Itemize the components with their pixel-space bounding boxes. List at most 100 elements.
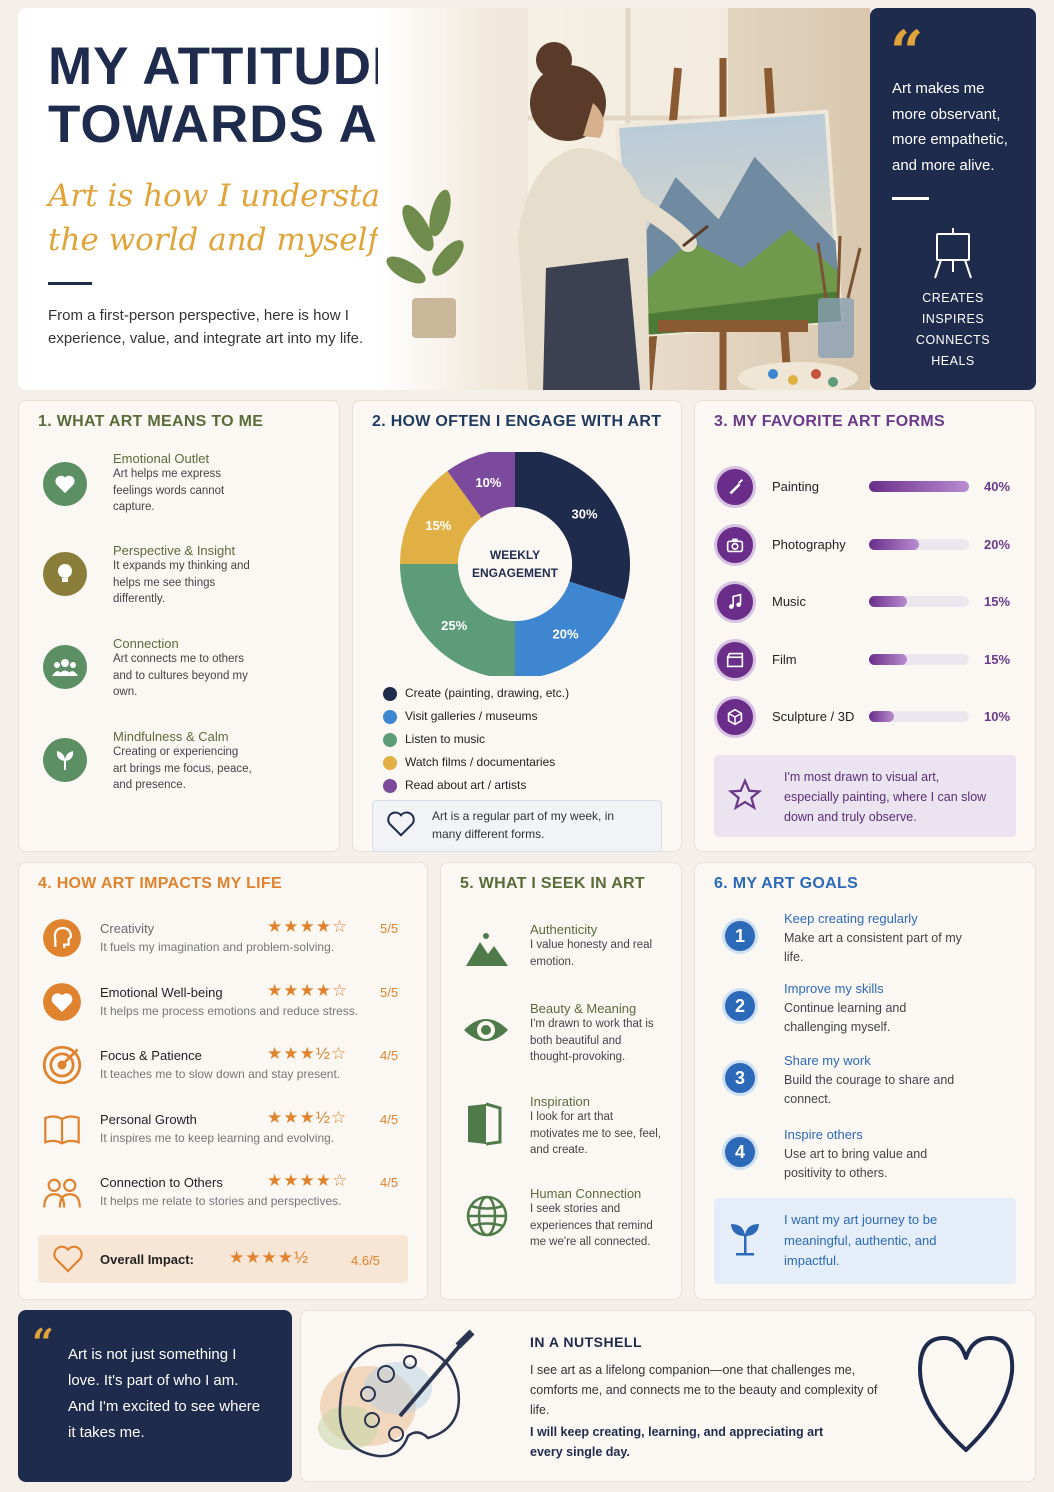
s1-item-1: Emotional Outlet Art helps me express fe… (113, 451, 225, 514)
legend-item: Visit galleries / museums (383, 709, 538, 724)
goal-desc: Use art to bring value and positivity to… (784, 1147, 928, 1180)
art-form-bar (869, 538, 969, 550)
subtitle: Art is how I understand the world and my… (48, 178, 420, 258)
overall-impact-label: Overall Impact: (100, 1252, 194, 1267)
impact-title: Personal Growth (100, 1111, 197, 1127)
star-outline-icon (727, 777, 763, 817)
s1-item-2: Perspective & Insight It expands my thin… (113, 543, 250, 606)
impact-title: Creativity (100, 921, 155, 936)
legend-swatch (383, 778, 397, 793)
nutshell-title: IN A NUTSHELL (530, 1334, 643, 1350)
goal-desc: Continue learning and challenging myself… (784, 1001, 907, 1034)
section5-title: 5. WHAT I SEEK IN ART (460, 875, 645, 892)
impact-stars: ★★★½☆ (267, 1044, 348, 1063)
art-form-percent: 20% (984, 536, 1011, 552)
book-icon (42, 1109, 82, 1154)
engagement-donut-chart: 30% 20% 25% 15% 10% (400, 452, 630, 676)
s5-item-3: Inspiration I look for art that motivate… (530, 1094, 662, 1157)
goal-title: Inspire others (784, 1127, 863, 1142)
art-form-name: Music (772, 594, 806, 609)
legend-item: Read about art / artists (383, 778, 526, 793)
people-icon (42, 1172, 82, 1217)
art-form-bar (869, 653, 969, 665)
art-form-bar (869, 711, 969, 722)
art-form-name: Painting (772, 479, 819, 494)
donut-hole (458, 507, 572, 621)
goals-note (714, 1198, 1016, 1284)
s1-item-3: Connection Art connects me to others and… (113, 636, 248, 699)
art-form-row: Film 15% (714, 638, 1024, 681)
goal-number-badge: 2 (722, 988, 758, 1024)
nutshell-text: I see art as a lifelong companion—one th… (530, 1363, 878, 1417)
quote-divider (892, 197, 929, 200)
impact-row: Focus & Patience It teaches me to slow do… (42, 1044, 412, 1095)
people-icon (43, 645, 87, 689)
donut-slice (400, 564, 515, 676)
target-icon (42, 1045, 82, 1090)
legend-item: Watch films / documentaries (383, 755, 555, 770)
overall-impact-bar (38, 1235, 408, 1283)
music-note-icon (714, 581, 756, 623)
art-form-bar-fill (869, 711, 894, 722)
art-form-bar (869, 481, 969, 492)
art-form-row: Photography 20% (714, 523, 1024, 566)
section-impacts (18, 862, 428, 1300)
impact-title: Connection to Others (100, 1175, 223, 1190)
intro-text: From a first-person perspective, here is… (48, 307, 364, 347)
impact-row: Emotional Well-being It helps me process … (42, 981, 412, 1032)
goals-note-text: I want my art journey to be meaningful, … (784, 1212, 938, 1268)
palette-brush-illustration (308, 1318, 488, 1483)
art-form-name: Photography (772, 536, 846, 552)
overall-impact-score: 4.6/5 (351, 1253, 380, 1268)
heart-icon (43, 462, 87, 506)
bottom-quote-panel (18, 1310, 292, 1482)
impact-title: Focus & Patience (100, 1048, 202, 1063)
section1-title: 1. WHAT ART MEANS TO ME (38, 413, 264, 430)
legend-swatch (383, 755, 397, 770)
easel-icon (931, 226, 975, 285)
heart-outline-icon (386, 810, 416, 843)
legend-item: Create (painting, drawing, etc.) (383, 686, 569, 701)
goal-number-badge: 3 (722, 1060, 758, 1096)
goal-item: 4 Inspire others Use art to bring value an… (722, 1126, 1012, 1186)
artist-painting-illustration (378, 8, 870, 390)
impact-stars: ★★★★☆ (267, 1171, 349, 1190)
quote-text: Art makes me more observant, more empath… (892, 80, 1008, 174)
impact-title: Emotional Well-being (100, 984, 223, 1000)
art-form-bar-fill (869, 653, 907, 665)
impact-stars: ★★★½☆ (267, 1107, 348, 1127)
impact-stars: ★★★★☆ (267, 917, 349, 936)
quote-keywords: CREATES INSPIRES CONNECTS HEALS (915, 291, 991, 368)
impact-score: 4/5 (380, 1048, 399, 1063)
donut-slice-label: 15% (425, 518, 451, 533)
camera-icon (714, 523, 756, 566)
section6-title: 6. MY ART GOALS (714, 875, 859, 892)
bottom-quote-text: Art is not just something I love. It's p… (68, 1346, 261, 1441)
engagement-note (372, 800, 662, 852)
s5-item-1: Authenticity I value honesty and real em… (530, 922, 653, 968)
header-divider (48, 282, 92, 285)
donut-center-label: WEEKLY ENGAGEMENT (471, 548, 558, 580)
head-icon (42, 918, 82, 963)
overall-impact-stars: ★★★★½ (229, 1248, 310, 1267)
clapperboard-icon (714, 638, 756, 681)
goal-title: Share my work (784, 1053, 871, 1068)
art-form-percent: 15% (984, 594, 1011, 609)
goal-title: Keep creating regularly (784, 911, 918, 926)
heart-outline-icon (914, 1330, 1018, 1463)
donut-slice-label: 10% (475, 475, 501, 490)
paintbrush-icon (714, 466, 756, 508)
donut-slice (400, 470, 482, 564)
goal-number-badge: 4 (722, 1134, 758, 1170)
donut-slice-label: 20% (553, 627, 579, 642)
art-form-percent: 10% (984, 709, 1011, 724)
favorite-forms-note (714, 755, 1016, 837)
goal-desc: Make art a consistent part of my life. (784, 931, 962, 964)
s5-item-2: Beauty & Meaning I'm drawn to work that … (530, 1001, 654, 1064)
impact-score: 5/5 (380, 921, 399, 936)
goal-item: 2 Improve my skills Continue learning and … (722, 980, 1012, 1040)
art-form-percent: 15% (984, 651, 1011, 667)
goal-item: 3 Share my work Build the courage to share… (722, 1052, 1012, 1112)
impact-desc: It helps me relate to stories and perspe… (100, 1194, 342, 1208)
donut-slice-label: 30% (572, 506, 598, 521)
